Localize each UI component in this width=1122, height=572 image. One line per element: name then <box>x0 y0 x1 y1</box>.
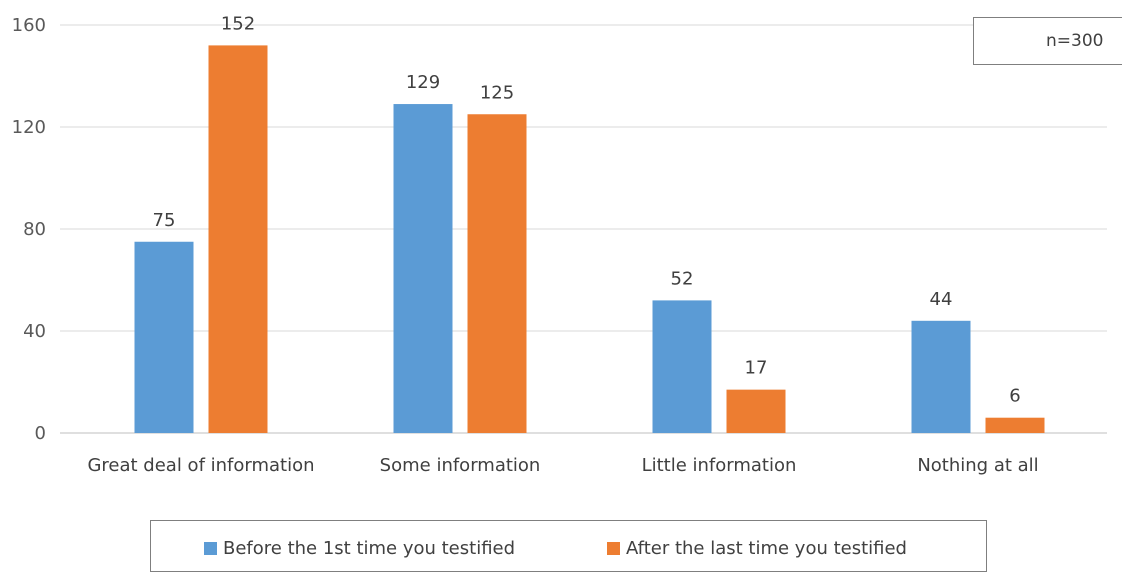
data-label: 52 <box>671 268 694 289</box>
data-labels: 75 129 52 44 152 125 17 6 <box>153 13 1021 406</box>
data-label: 44 <box>930 289 953 310</box>
legend-label-after: After the last time you testified <box>626 538 907 559</box>
bar <box>985 417 1045 433</box>
data-label: 17 <box>745 358 768 379</box>
legend: Before the 1st time you testified After … <box>150 520 987 572</box>
bar <box>911 320 971 433</box>
data-label: 75 <box>153 210 176 231</box>
legend-swatch-after <box>607 542 620 555</box>
sample-size-annotation: n=300 <box>973 17 1122 65</box>
data-label: 129 <box>406 72 440 93</box>
bar <box>652 300 712 433</box>
bars <box>134 45 1045 434</box>
legend-label-before: Before the 1st time you testified <box>223 538 516 559</box>
category-label: Little information <box>642 455 797 476</box>
y-tick-label: 120 <box>12 117 46 138</box>
bar <box>726 389 786 433</box>
category-label: Some information <box>380 455 541 476</box>
y-tick-label: 40 <box>23 321 46 342</box>
bar <box>134 241 194 433</box>
data-label: 6 <box>1009 386 1020 407</box>
legend-swatch-before <box>204 542 217 555</box>
data-label: 152 <box>221 13 255 34</box>
y-tick-label: 0 <box>35 423 46 444</box>
bar <box>208 45 268 434</box>
y-axis-ticks: 0 40 80 120 160 <box>12 15 46 444</box>
bar <box>393 104 453 434</box>
data-label: 125 <box>480 82 514 103</box>
category-label: Great deal of information <box>87 455 314 476</box>
legend-item-after: After the last time you testified <box>607 538 907 559</box>
legend-item-before: Before the 1st time you testified <box>204 538 515 559</box>
category-labels: Great deal of information Some informatio… <box>87 455 1038 476</box>
category-label: Nothing at all <box>917 455 1038 476</box>
y-tick-label: 80 <box>23 219 46 240</box>
bar <box>467 114 527 433</box>
y-tick-label: 160 <box>12 15 46 36</box>
